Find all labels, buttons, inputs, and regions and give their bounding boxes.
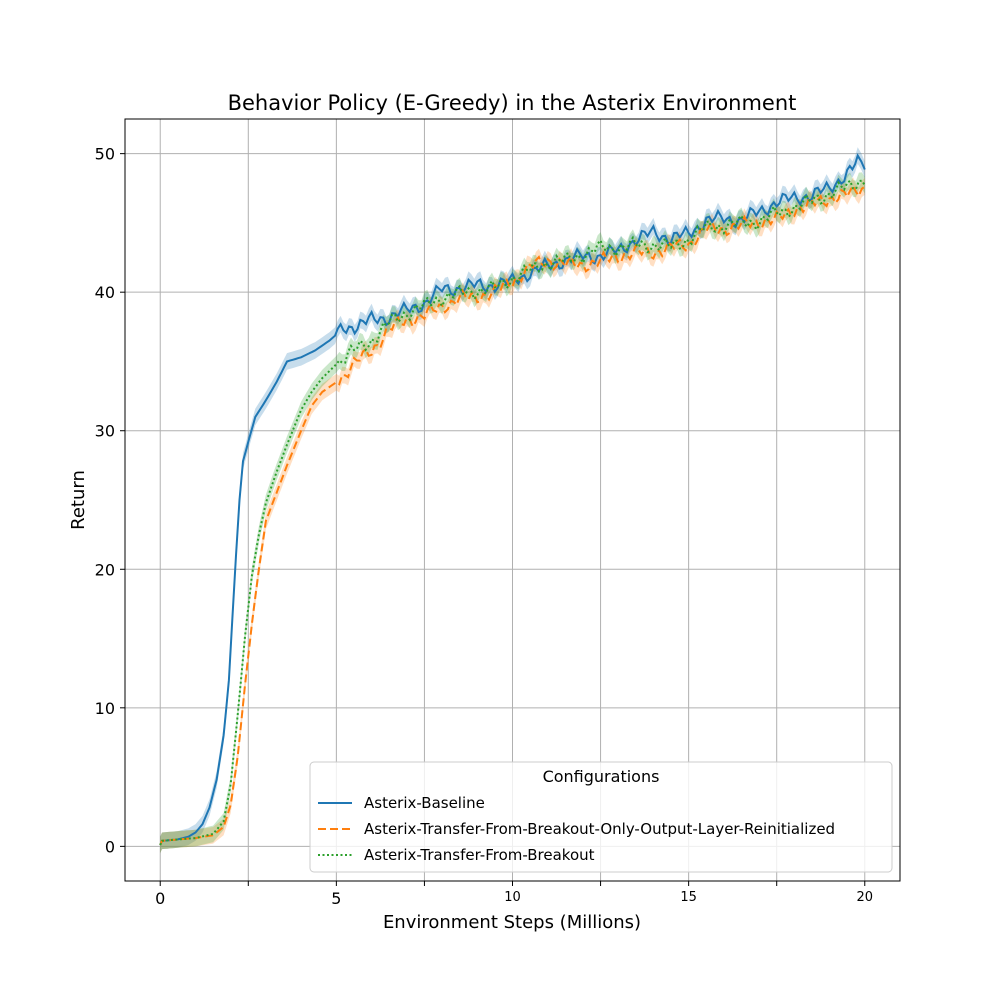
legend-entry-label: Asterix-Baseline [364, 794, 485, 812]
y-tick-label: 40 [95, 283, 115, 302]
series-line [159, 183, 866, 846]
legend: Configurations Asterix-Baseline Asterix-T… [309, 761, 893, 873]
x-axis-label: Environment Steps (Millions) [383, 912, 641, 933]
x-tick-label: 15 [680, 890, 697, 905]
series-lines [159, 153, 866, 846]
series-line [159, 179, 866, 846]
x-tick-label: 10 [504, 890, 521, 905]
chart-title: Behavior Policy (E-Greedy) in the Asteri… [228, 91, 797, 115]
x-tick-label: 0 [155, 889, 165, 908]
legend-entry-label: Asterix-Transfer-From-Breakout-Only-Outp… [364, 820, 835, 838]
y-tick-label: 10 [95, 699, 115, 718]
legend-box [309, 761, 893, 873]
y-tick-label: 50 [95, 145, 115, 164]
y-tick-label: 20 [95, 560, 115, 579]
x-axis-ticks: 0 5 10 15 20 [155, 881, 873, 908]
x-tick-label: 20 [856, 890, 873, 905]
x-tick-label: 5 [331, 889, 341, 908]
y-axis-label: Return [68, 470, 89, 530]
y-tick-label: 30 [95, 422, 115, 441]
legend-entry-label: Asterix-Transfer-From-Breakout [364, 846, 595, 864]
y-tick-label: 0 [105, 837, 115, 856]
legend-items: Asterix-Baseline Asterix-Transfer-From-Br… [318, 794, 835, 864]
y-axis-ticks: 0 10 20 30 40 50 [95, 145, 125, 856]
legend-title: Configurations [543, 767, 660, 786]
